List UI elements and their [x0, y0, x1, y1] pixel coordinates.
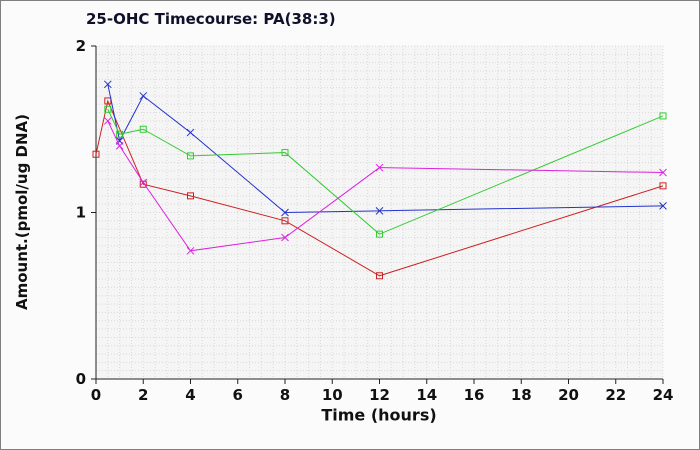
series-red-squares — [92, 97, 667, 280]
x-marker — [659, 168, 667, 177]
x-marker — [103, 80, 112, 89]
x-marker — [139, 92, 148, 100]
square-marker — [281, 149, 289, 157]
x-marker — [659, 201, 667, 210]
x-marker — [281, 233, 289, 242]
x-tick-label: 10 — [322, 386, 343, 404]
series-magenta-crosses — [103, 117, 667, 255]
x-tick-label: 4 — [185, 386, 195, 404]
chart-title: 25-OHC Timecourse: PA(38:3) — [86, 10, 336, 28]
square-marker — [104, 105, 112, 113]
x-tick-label: 14 — [416, 386, 437, 404]
square-marker — [376, 272, 383, 280]
plot-background — [96, 46, 663, 379]
x-marker — [375, 163, 384, 172]
x-tick-label: 20 — [558, 386, 579, 404]
x-marker — [103, 117, 112, 125]
y-tick-label: 2 — [76, 37, 86, 55]
square-marker — [187, 152, 194, 160]
series-blue-crosses — [103, 80, 667, 217]
x-marker — [186, 128, 195, 137]
y-tick-label: 0 — [76, 370, 86, 388]
x-tick-label: 2 — [138, 386, 148, 404]
x-tick-label: 0 — [91, 386, 101, 404]
square-marker — [659, 112, 667, 120]
square-marker — [92, 150, 100, 158]
square-marker — [187, 192, 194, 200]
x-marker — [139, 178, 148, 187]
square-marker — [139, 125, 147, 133]
x-axis-label: Time (hours) — [321, 405, 437, 425]
y-tick-label: 1 — [76, 204, 86, 222]
x-tick-label: 24 — [653, 386, 674, 404]
x-marker — [115, 142, 124, 150]
square-marker — [139, 180, 147, 188]
square-marker — [281, 217, 289, 225]
square-marker — [659, 182, 667, 190]
square-marker — [376, 230, 383, 238]
x-marker — [281, 208, 289, 217]
x-tick-label: 16 — [464, 386, 485, 404]
x-tick-label: 6 — [233, 386, 243, 404]
x-tick-label: 22 — [605, 386, 626, 404]
y-axis-label: Amount.(pmol/ug DNA) — [13, 113, 31, 311]
x-tick-label: 18 — [511, 386, 532, 404]
series-green-squares — [104, 105, 667, 238]
x-tick-label: 8 — [280, 386, 290, 404]
x-tick-label: 12 — [369, 386, 390, 404]
x-marker — [186, 246, 195, 255]
square-marker — [116, 130, 124, 138]
x-marker — [375, 206, 384, 215]
